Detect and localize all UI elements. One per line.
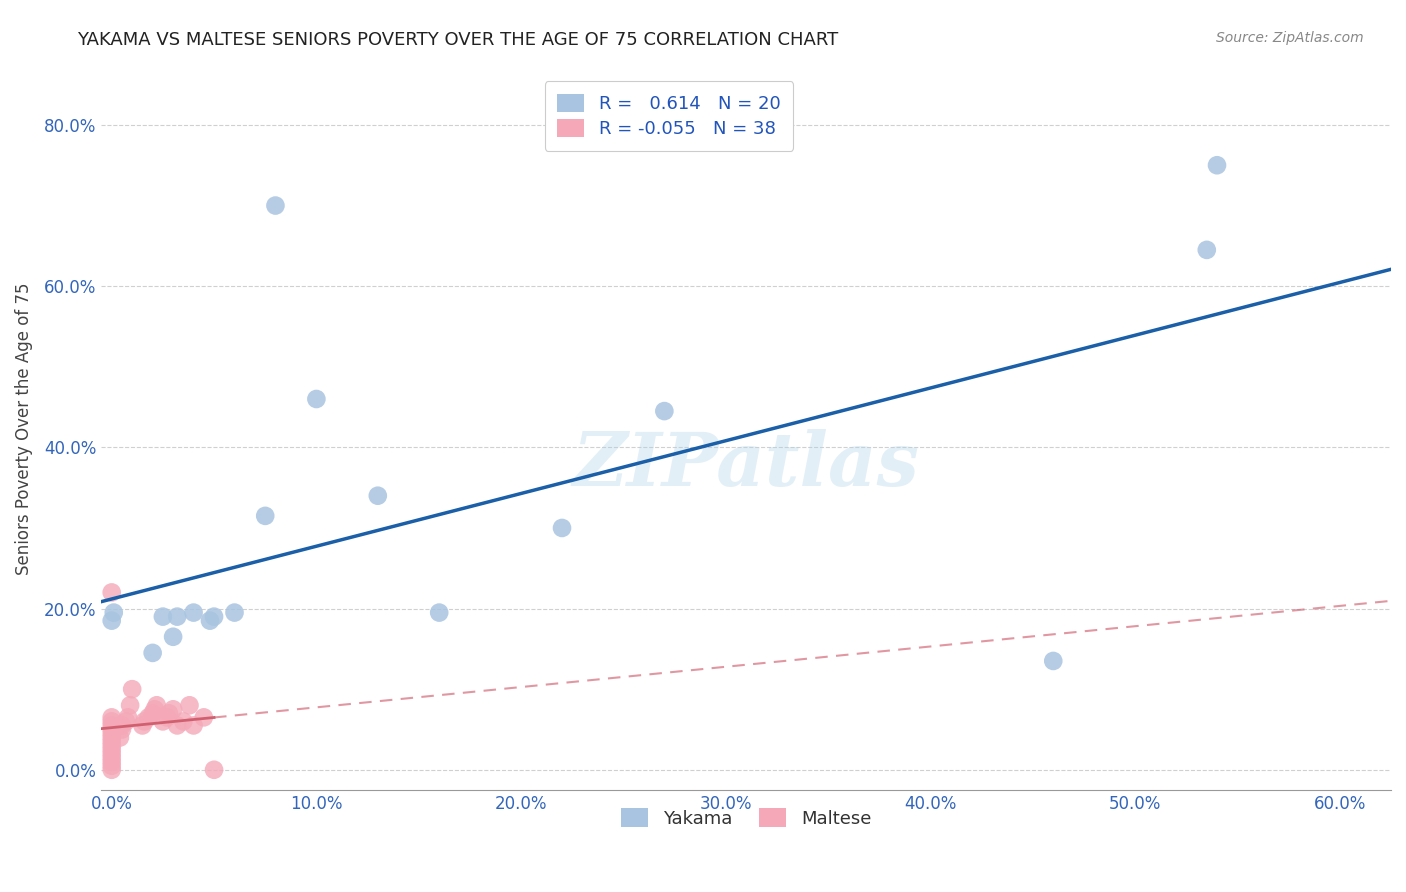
Point <box>138 710 160 724</box>
Point <box>551 521 574 535</box>
Point <box>134 714 156 729</box>
Point <box>224 606 246 620</box>
Point <box>100 739 122 753</box>
Point <box>100 718 122 732</box>
Point <box>131 718 153 732</box>
Point <box>202 763 225 777</box>
Point <box>120 698 142 713</box>
Point <box>100 731 122 745</box>
Point <box>1206 158 1229 172</box>
Point <box>183 606 205 620</box>
Point <box>100 585 122 599</box>
Point <box>100 726 122 740</box>
Point <box>367 489 389 503</box>
Point <box>100 763 122 777</box>
Point <box>117 710 139 724</box>
Point <box>254 508 277 523</box>
Point <box>108 731 131 745</box>
Point <box>179 698 201 713</box>
Point <box>115 714 138 729</box>
Point <box>264 198 287 212</box>
Point <box>152 714 174 729</box>
Point <box>142 646 165 660</box>
Point <box>100 614 122 628</box>
Y-axis label: Seniors Poverty Over the Age of 75: Seniors Poverty Over the Age of 75 <box>15 283 32 575</box>
Point <box>1195 243 1218 257</box>
Text: YAKAMA VS MALTESE SENIORS POVERTY OVER THE AGE OF 75 CORRELATION CHART: YAKAMA VS MALTESE SENIORS POVERTY OVER T… <box>77 31 838 49</box>
Point <box>100 710 122 724</box>
Point <box>162 630 184 644</box>
Point <box>156 710 179 724</box>
Point <box>142 706 165 721</box>
Point <box>100 723 122 737</box>
Point <box>162 702 184 716</box>
Point <box>183 718 205 732</box>
Point <box>198 614 221 628</box>
Point <box>654 404 676 418</box>
Point <box>143 702 166 716</box>
Legend: Yakama, Maltese: Yakama, Maltese <box>614 801 879 835</box>
Point <box>100 750 122 764</box>
Point <box>166 718 188 732</box>
Point <box>111 718 134 732</box>
Point <box>100 742 122 756</box>
Point <box>111 723 134 737</box>
Point <box>305 392 328 406</box>
Point <box>202 609 225 624</box>
Point <box>121 682 143 697</box>
Point <box>172 714 194 729</box>
Point <box>145 698 167 713</box>
Point <box>427 606 450 620</box>
Point <box>1042 654 1064 668</box>
Point <box>166 609 188 624</box>
Point <box>100 714 122 729</box>
Point <box>100 758 122 772</box>
Point <box>152 609 174 624</box>
Point <box>103 606 125 620</box>
Text: ZIPatlas: ZIPatlas <box>572 429 920 501</box>
Point <box>100 747 122 761</box>
Text: Source: ZipAtlas.com: Source: ZipAtlas.com <box>1216 31 1364 45</box>
Point <box>193 710 215 724</box>
Point <box>100 755 122 769</box>
Point <box>157 706 180 721</box>
Point <box>100 734 122 748</box>
